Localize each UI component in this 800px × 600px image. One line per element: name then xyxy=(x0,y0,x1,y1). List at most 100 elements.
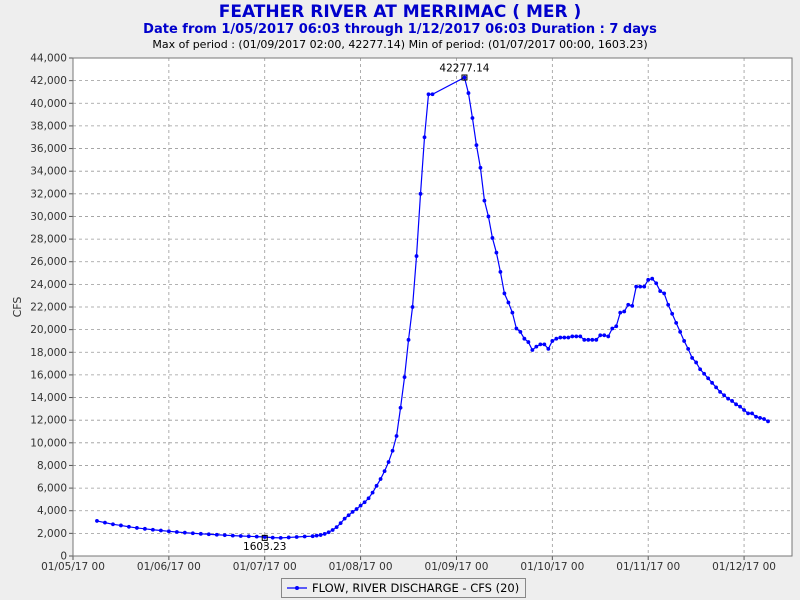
data-point xyxy=(370,490,375,495)
data-point xyxy=(470,116,475,120)
data-point xyxy=(406,337,411,342)
data-point xyxy=(398,405,403,410)
data-point xyxy=(490,236,495,240)
data-point xyxy=(710,380,715,385)
data-point xyxy=(698,367,703,372)
legend-label: FLOW, RIVER DISCHARGE - CFS (20) xyxy=(312,581,520,595)
y-tick-label: 10,000 xyxy=(30,437,67,449)
data-point xyxy=(738,404,742,409)
x-tick-label: 01/07/17 00 xyxy=(233,561,297,573)
data-point xyxy=(206,532,211,537)
data-point xyxy=(342,516,347,521)
data-point xyxy=(514,326,519,331)
chart-legend: FLOW, RIVER DISCHARGE - CFS (20) xyxy=(281,578,527,598)
data-point xyxy=(642,284,647,289)
data-point xyxy=(730,399,734,403)
y-tick-label: 16,000 xyxy=(30,369,67,381)
data-point xyxy=(278,535,283,540)
data-point xyxy=(742,408,746,412)
x-tick-label: 01/08/17 00 xyxy=(329,561,393,573)
data-point xyxy=(726,396,730,401)
min-annotation-label: 1603.23 xyxy=(243,541,286,553)
x-tick-label: 01/10/17 00 xyxy=(520,561,584,573)
data-point xyxy=(602,333,607,338)
data-point xyxy=(554,336,559,341)
data-point xyxy=(362,500,367,505)
data-point xyxy=(674,320,679,325)
data-point xyxy=(746,411,750,416)
data-point xyxy=(135,526,139,530)
data-point xyxy=(762,417,766,421)
y-tick-label: 20,000 xyxy=(30,324,67,336)
y-tick-label: 2,000 xyxy=(37,528,67,540)
data-point xyxy=(366,496,371,501)
data-point xyxy=(246,534,251,539)
data-point xyxy=(590,337,595,342)
y-tick-label: 8,000 xyxy=(37,460,67,472)
data-point xyxy=(562,335,567,340)
data-point xyxy=(466,91,471,95)
data-point xyxy=(594,337,599,342)
data-point xyxy=(626,302,631,307)
data-point xyxy=(510,310,515,315)
data-point xyxy=(718,389,722,394)
y-tick-label: 0 xyxy=(60,551,67,563)
data-point xyxy=(426,92,431,97)
data-point xyxy=(574,334,579,339)
data-point xyxy=(706,376,711,381)
data-point xyxy=(238,534,243,538)
data-point xyxy=(418,191,423,196)
data-point xyxy=(650,276,655,281)
chart-subtitle: Date from 1/05/2017 06:03 through 1/12/2… xyxy=(143,22,657,37)
plot-frame xyxy=(72,57,793,557)
data-point xyxy=(638,284,643,289)
y-tick-label: 30,000 xyxy=(30,211,67,223)
data-point xyxy=(198,531,203,536)
max-marker xyxy=(461,74,468,81)
data-point xyxy=(758,416,762,420)
data-point xyxy=(326,530,331,535)
chart-period-summary: Max of period : (01/09/2017 02:00, 42277… xyxy=(152,38,648,51)
data-point xyxy=(586,337,591,342)
data-point xyxy=(378,477,383,481)
data-point xyxy=(346,513,351,518)
x-tick-label: 01/11/17 00 xyxy=(616,561,680,573)
data-point xyxy=(402,375,407,380)
y-tick-label: 4,000 xyxy=(37,505,67,517)
y-tick-label: 38,000 xyxy=(30,120,67,132)
data-point xyxy=(270,535,275,540)
x-tick-label: 01/09/17 00 xyxy=(425,561,489,573)
data-point xyxy=(750,411,754,416)
data-point xyxy=(302,534,307,539)
data-point xyxy=(766,419,770,424)
data-point xyxy=(410,305,415,309)
y-tick-label: 24,000 xyxy=(30,279,67,291)
data-point xyxy=(646,277,651,282)
data-point xyxy=(530,348,535,352)
y-tick-label: 36,000 xyxy=(30,143,67,155)
y-tick-label: 34,000 xyxy=(30,166,67,178)
y-tick-label: 18,000 xyxy=(30,347,67,359)
data-point xyxy=(694,360,699,365)
data-point xyxy=(534,344,539,349)
data-point xyxy=(614,324,619,329)
y-tick-label: 28,000 xyxy=(30,234,67,246)
data-point xyxy=(166,529,171,534)
data-point xyxy=(474,143,479,148)
data-point xyxy=(598,333,603,338)
data-point xyxy=(350,509,355,514)
y-tick-label: 14,000 xyxy=(30,392,67,404)
data-point xyxy=(103,520,107,525)
data-point xyxy=(462,75,467,80)
data-point xyxy=(374,483,379,488)
data-point xyxy=(150,527,155,532)
x-tick-label: 01/06/17 00 xyxy=(137,561,201,573)
data-point xyxy=(566,335,571,340)
y-tick-label: 32,000 xyxy=(30,188,67,200)
data-point xyxy=(486,214,491,219)
data-point xyxy=(542,342,547,347)
data-point xyxy=(354,507,359,511)
data-point xyxy=(570,334,575,339)
data-point xyxy=(578,334,583,339)
data-point xyxy=(254,534,259,539)
